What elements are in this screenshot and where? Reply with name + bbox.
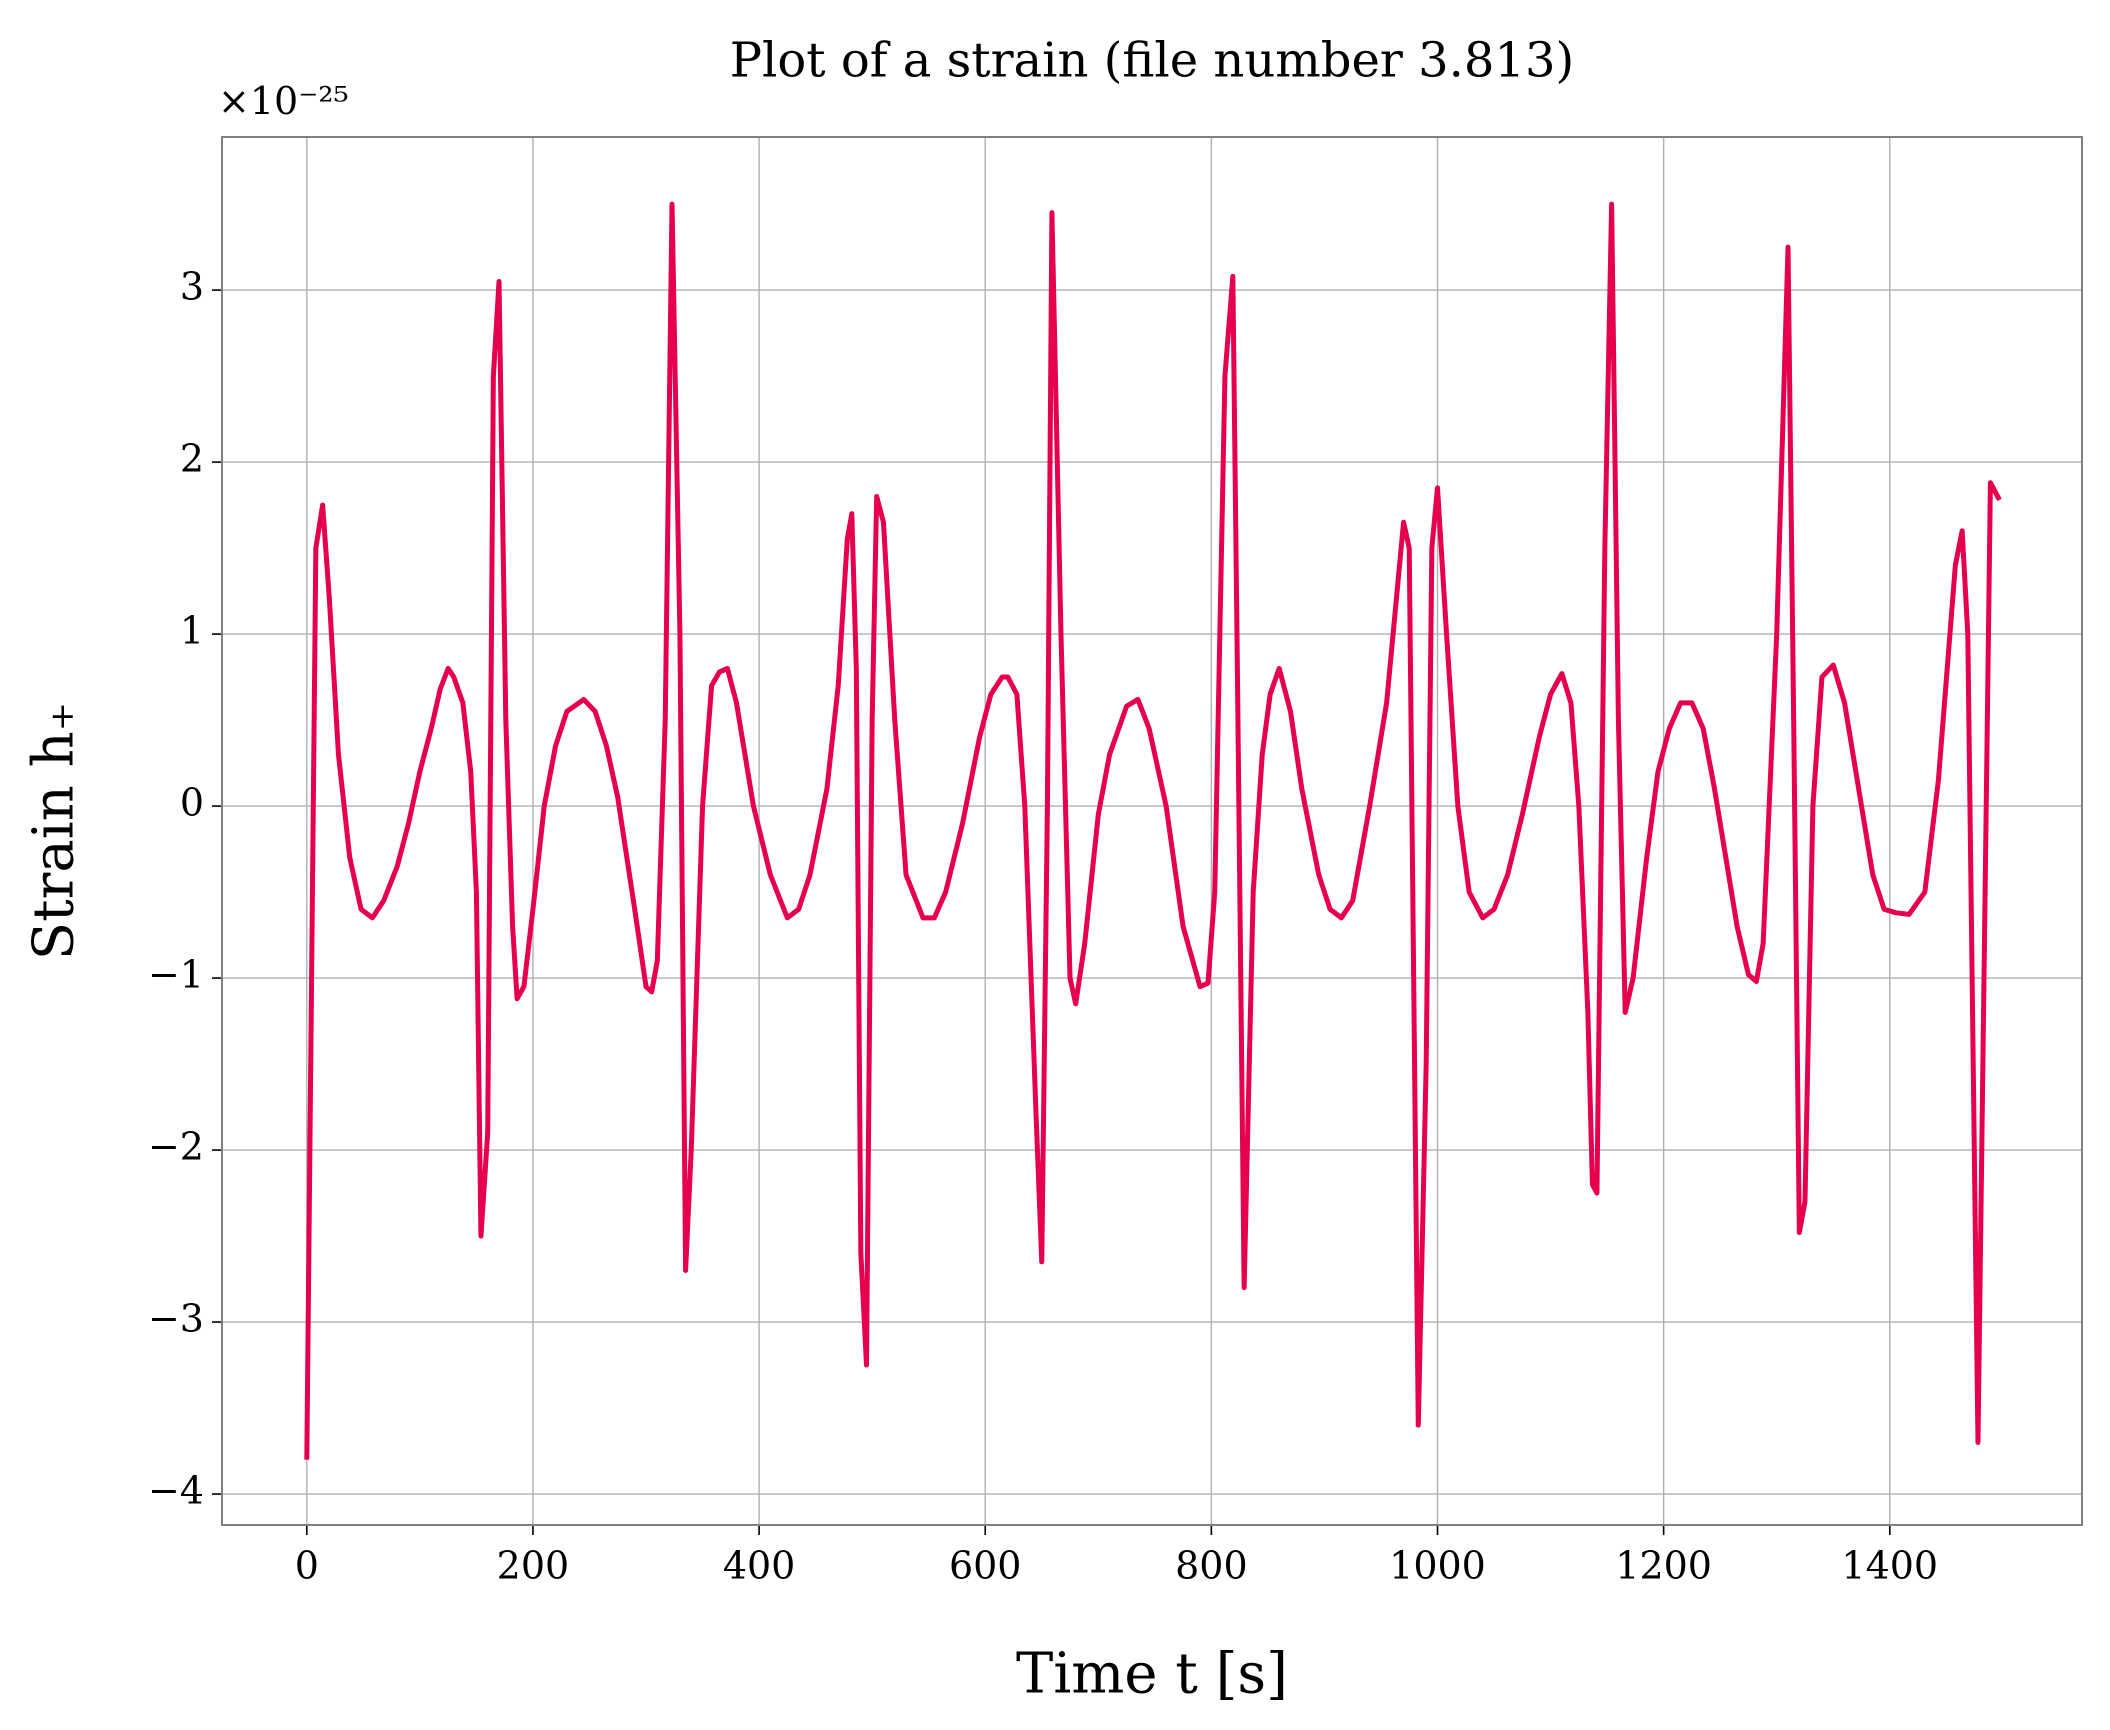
x-tick-label: 800: [1175, 1544, 1248, 1588]
y-tick-label: −3: [148, 1297, 204, 1341]
x-tick-label: 1400: [1841, 1544, 1938, 1588]
y-tick-label: −4: [148, 1469, 204, 1513]
x-tick-label: 1000: [1389, 1544, 1486, 1588]
x-tick-label: 600: [949, 1544, 1022, 1588]
chart-title: Plot of a strain (file number 3.813): [730, 33, 1574, 89]
y-tick-label: 2: [180, 437, 204, 481]
plot-frame: [221, 136, 2083, 1526]
data-line: [304, 201, 2002, 1460]
x-axis-label: Time t [s]: [1016, 1642, 1288, 1707]
y-tick-label: −2: [148, 1125, 204, 1169]
y-tick-label: 0: [180, 781, 204, 825]
x-tick-label: 200: [497, 1544, 570, 1588]
y-tick-label: 3: [180, 265, 204, 309]
x-tick-label: 0: [295, 1544, 319, 1588]
y-tick-label: 1: [180, 609, 204, 653]
y-tick-label: −1: [148, 953, 204, 997]
offset-label: ×10⁻²⁵: [218, 79, 349, 123]
y-axis-label: Strain h₊: [22, 702, 87, 960]
x-tick-label: 400: [723, 1544, 796, 1588]
x-tick-label: 1200: [1615, 1544, 1712, 1588]
